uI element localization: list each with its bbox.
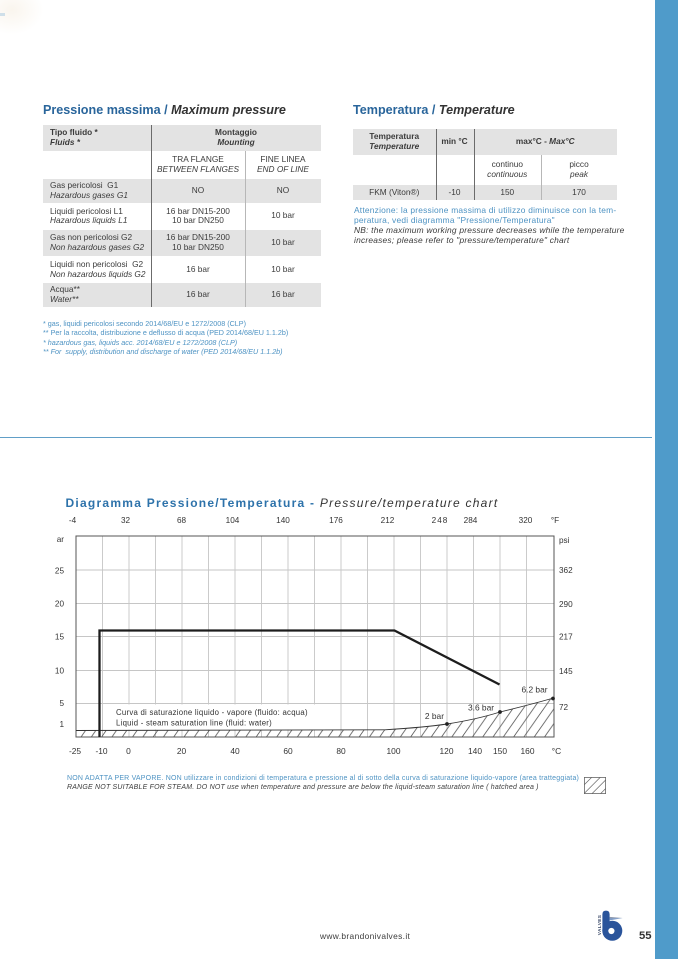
svg-text:-4: -4 [69, 516, 77, 525]
svg-text:248: 248 [432, 516, 449, 525]
svg-text:10: 10 [55, 667, 65, 676]
svg-text:-25: -25 [69, 746, 81, 756]
svg-text:60: 60 [283, 746, 293, 756]
svg-text:104: 104 [226, 516, 240, 525]
svg-text:150: 150 [493, 746, 507, 756]
svg-text:176: 176 [329, 516, 343, 525]
svg-text:0: 0 [126, 746, 131, 756]
svg-text:145: 145 [559, 667, 573, 676]
svg-text:284: 284 [464, 516, 478, 525]
svg-text:Curva di saturazione liquido -: Curva di saturazione liquido - vapore (f… [116, 708, 308, 717]
svg-text:40: 40 [230, 746, 240, 756]
svg-text:20: 20 [177, 746, 187, 756]
svg-text:320: 320 [519, 516, 533, 525]
svg-text:120: 120 [440, 746, 454, 756]
svg-text:ar: ar [57, 535, 65, 544]
svg-text:6.2 bar: 6.2 bar [521, 685, 547, 695]
svg-text:140: 140 [276, 516, 290, 525]
svg-text:°F: °F [551, 516, 559, 525]
svg-text:290: 290 [559, 600, 573, 609]
svg-text:80: 80 [336, 746, 346, 756]
svg-text:362: 362 [559, 566, 573, 575]
svg-text:72: 72 [559, 703, 569, 712]
svg-text:140: 140 [468, 746, 482, 756]
svg-text:2 bar: 2 bar [425, 711, 444, 721]
svg-text:1: 1 [59, 720, 64, 729]
svg-text:VALVES: VALVES [597, 915, 602, 935]
svg-text:psi: psi [559, 536, 570, 545]
svg-text:32: 32 [121, 516, 131, 525]
svg-text:°C: °C [552, 746, 561, 756]
svg-text:100: 100 [387, 746, 401, 756]
svg-text:68: 68 [177, 516, 187, 525]
svg-text:Liquid - steam saturation line: Liquid - steam saturation line (fluid: w… [116, 719, 272, 728]
svg-text:5: 5 [59, 699, 64, 708]
svg-text:25: 25 [55, 567, 65, 576]
svg-text:15: 15 [55, 633, 65, 642]
svg-text:-10: -10 [95, 746, 107, 756]
svg-text:217: 217 [559, 633, 573, 642]
svg-text:160: 160 [521, 746, 535, 756]
svg-text:20: 20 [55, 600, 65, 609]
svg-text:Diagramma Pressione/Temperatur: Diagramma Pressione/Temperatura - Pressu… [66, 496, 499, 510]
svg-text:212: 212 [381, 516, 395, 525]
svg-text:3.6 bar: 3.6 bar [468, 703, 494, 713]
